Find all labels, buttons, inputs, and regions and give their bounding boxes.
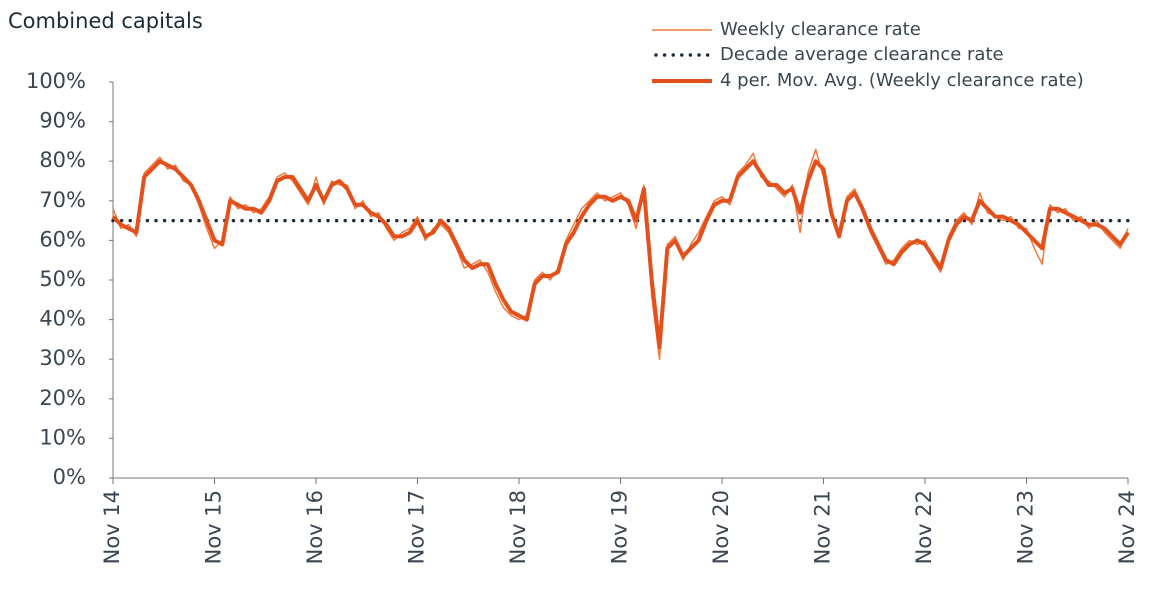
x-tick-label: Nov 15	[202, 490, 226, 564]
legend-label: Decade average clearance rate	[720, 44, 1004, 65]
y-tick-label: 0%	[53, 465, 86, 489]
x-tick-label: Nov 14	[100, 490, 124, 564]
x-tick-label: Nov 19	[608, 490, 632, 564]
y-tick-label: 10%	[39, 425, 86, 449]
y-tick-label: 20%	[39, 386, 86, 410]
x-tick-label: Nov 23	[1014, 490, 1038, 564]
y-tick-label: 60%	[39, 227, 86, 251]
legend-label: 4 per. Mov. Avg. (Weekly clearance rate)	[720, 70, 1084, 91]
x-tick-label: Nov 17	[405, 490, 429, 564]
y-tick-label: 90%	[39, 109, 86, 133]
legend-label: Weekly clearance rate	[720, 19, 921, 40]
series-line	[111, 159, 1130, 350]
x-tick-label: Nov 20	[709, 490, 733, 564]
x-tick-label: Nov 24	[1115, 490, 1139, 564]
y-tick-label: 40%	[39, 307, 86, 331]
chart-title: Combined capitals	[8, 9, 203, 33]
x-tick-label: Nov 22	[912, 490, 936, 564]
y-tick-label: 100%	[26, 69, 86, 93]
y-tick-label: 70%	[39, 188, 86, 212]
y-tick-label: 50%	[39, 267, 86, 291]
series-line	[112, 148, 1129, 360]
y-tick-label: 80%	[39, 148, 86, 172]
x-tick-label: Nov 21	[811, 490, 835, 564]
x-tick-label: Nov 16	[303, 490, 327, 564]
x-tick-label: Nov 18	[506, 490, 530, 564]
y-tick-label: 30%	[39, 346, 86, 370]
